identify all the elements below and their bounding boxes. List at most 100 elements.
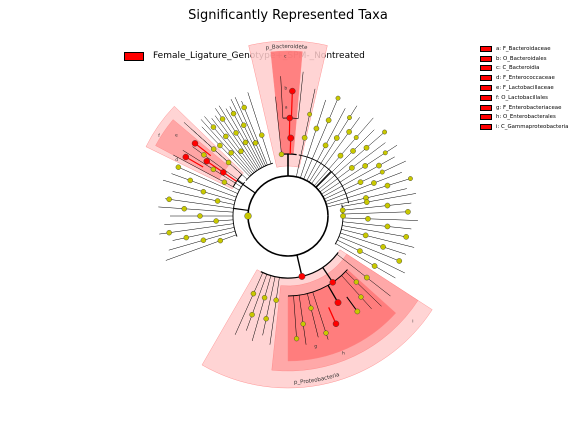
- branch-line: [300, 88, 316, 156]
- node: [210, 124, 217, 130]
- node: [261, 295, 268, 301]
- node: [340, 213, 346, 219]
- enriched-node: [329, 279, 336, 286]
- chart-title: Significantly Represented Taxa: [188, 8, 388, 23]
- node: [382, 129, 388, 135]
- node: [200, 189, 207, 195]
- node: [301, 134, 308, 141]
- branch-line: [346, 296, 358, 312]
- branch-line: [233, 207, 249, 212]
- taxa-legend-swatch: [480, 124, 492, 131]
- clade-letter: e: [175, 133, 178, 138]
- branch-line: [251, 275, 272, 342]
- branch-line: [322, 185, 343, 197]
- branch-line: [214, 115, 256, 172]
- branch-line: [342, 193, 417, 207]
- taxa-legend-swatch: [480, 65, 492, 72]
- clade-sector: [155, 119, 229, 180]
- node: [405, 209, 411, 215]
- branch-line: [307, 293, 319, 338]
- clade-letter: a: [285, 106, 288, 111]
- taxa-legend-item: h: O_Enterobacterales: [480, 113, 576, 123]
- clade-shading: [145, 40, 433, 389]
- node: [379, 169, 385, 175]
- branch-line: [158, 206, 234, 213]
- clade-letter: f: [158, 133, 160, 139]
- node: [308, 305, 314, 311]
- branch-line: [308, 163, 322, 183]
- cladogram-nodes: [166, 87, 413, 342]
- node: [337, 152, 344, 159]
- branch-line: [230, 99, 265, 167]
- branch-line: [348, 188, 407, 203]
- node: [201, 152, 207, 158]
- node: [221, 179, 228, 185]
- taxa-legend-swatch: [480, 55, 492, 62]
- taxa-legend-swatch: [480, 75, 492, 82]
- node: [365, 215, 371, 222]
- branch-arc: [249, 162, 273, 177]
- group-legend-swatch: [124, 51, 144, 61]
- branch-line: [164, 219, 234, 225]
- branch-line: [297, 71, 304, 119]
- node: [384, 202, 391, 209]
- node: [175, 164, 182, 170]
- branch-line: [334, 130, 387, 176]
- node: [214, 198, 221, 204]
- node: [210, 166, 217, 173]
- node: [217, 142, 223, 149]
- taxa-legend-swatch: [480, 114, 492, 121]
- branch-line: [246, 274, 268, 331]
- node: [333, 135, 340, 141]
- taxa-legend-item: a: F_Bacteroidaceae: [480, 44, 576, 54]
- node: [213, 218, 219, 224]
- branch-line: [316, 108, 346, 162]
- taxa-legend-item: b: O_Bacteroidales: [480, 54, 576, 64]
- taxa-legend-item: c: C_Bacteroidia: [480, 64, 576, 74]
- clade-letter: g: [314, 345, 317, 350]
- node: [346, 129, 352, 135]
- node: [228, 150, 234, 156]
- node: [307, 111, 313, 117]
- taxa-legend-item: i: C_Gammaproteobacteria: [480, 122, 576, 132]
- branch-line: [165, 234, 237, 261]
- node: [382, 150, 388, 156]
- branch-line: [341, 229, 415, 248]
- node: [357, 248, 363, 254]
- node: [323, 330, 329, 336]
- node: [322, 142, 329, 149]
- clade-letter: c: [284, 55, 287, 60]
- node: [408, 176, 413, 181]
- enriched-node: [220, 169, 227, 176]
- node: [335, 95, 341, 101]
- node: [350, 148, 356, 154]
- clade-letter: b: [284, 86, 287, 92]
- enriched-node: [286, 114, 293, 122]
- node: [371, 263, 378, 269]
- branch-line: [280, 76, 284, 119]
- node: [197, 213, 203, 219]
- node: [358, 294, 364, 300]
- node: [238, 148, 244, 154]
- branch-line: [342, 211, 406, 215]
- branch-line: [342, 225, 405, 237]
- node: [300, 321, 306, 327]
- branch-line: [234, 97, 266, 166]
- branch-line: [337, 142, 386, 179]
- node: [233, 130, 239, 136]
- node: [225, 159, 232, 166]
- branch-line: [316, 171, 333, 188]
- node: [364, 274, 370, 281]
- branch-line: [342, 221, 412, 230]
- node: [273, 297, 279, 303]
- branch-line: [194, 142, 212, 157]
- branch-line: [324, 117, 360, 166]
- branch-line: [290, 91, 293, 119]
- branch-arc: [247, 175, 329, 257]
- branch-line: [318, 175, 335, 190]
- branch-line: [311, 96, 340, 160]
- branch-line: [342, 217, 418, 221]
- branch-line: [339, 144, 398, 183]
- branch-line: [225, 108, 261, 169]
